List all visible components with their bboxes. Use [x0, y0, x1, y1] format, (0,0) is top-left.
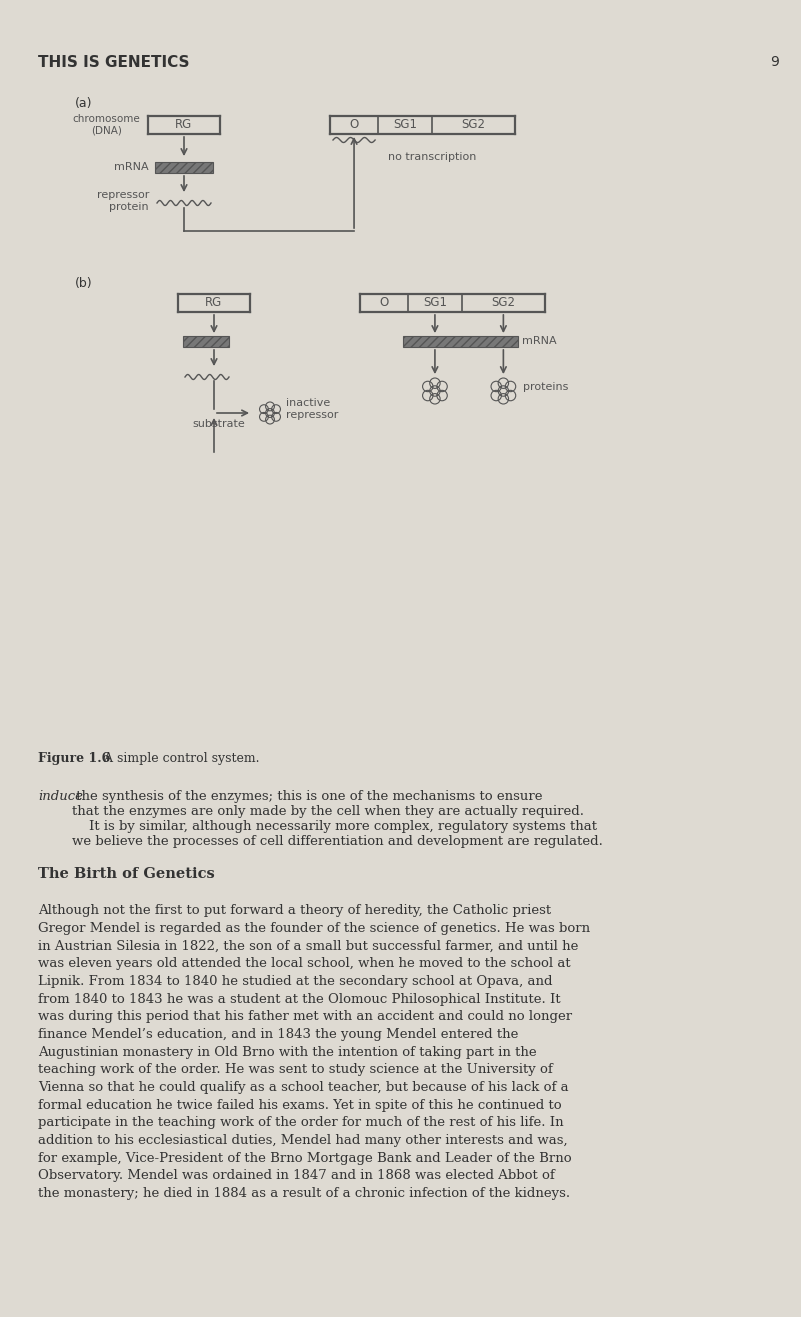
Text: SG2: SG2 — [461, 119, 485, 132]
Text: SG1: SG1 — [423, 296, 447, 309]
Text: (a): (a) — [75, 97, 92, 111]
Text: mRNA: mRNA — [115, 162, 149, 173]
Text: proteins: proteins — [523, 382, 569, 392]
Text: substrate: substrate — [192, 419, 245, 429]
Text: O: O — [380, 296, 388, 309]
Text: (b): (b) — [75, 277, 93, 290]
Text: SG2: SG2 — [491, 296, 515, 309]
Bar — [155, 162, 213, 173]
Text: THIS IS GENETICS: THIS IS GENETICS — [38, 55, 190, 70]
Text: repressor
protein: repressor protein — [97, 190, 149, 212]
Bar — [183, 336, 229, 346]
Text: the synthesis of the enzymes; this is one of the mechanisms to ensure
that the e: the synthesis of the enzymes; this is on… — [72, 790, 603, 848]
Text: 9: 9 — [770, 55, 779, 68]
Text: RG: RG — [205, 296, 223, 309]
Text: chromosome
(DNA): chromosome (DNA) — [72, 115, 140, 136]
Text: mRNA: mRNA — [522, 337, 557, 346]
Text: RG: RG — [175, 119, 192, 132]
Text: inactive
repressor: inactive repressor — [286, 398, 338, 420]
Text: Figure 1.6: Figure 1.6 — [38, 752, 111, 765]
Bar — [403, 336, 518, 346]
Text: O: O — [349, 119, 359, 132]
Text: no transcription: no transcription — [388, 151, 477, 162]
Text: The Birth of Genetics: The Birth of Genetics — [38, 867, 215, 881]
Text: SG1: SG1 — [393, 119, 417, 132]
Text: Although not the first to put forward a theory of heredity, the Catholic priest
: Although not the first to put forward a … — [38, 903, 590, 1200]
Text: induce: induce — [38, 790, 83, 803]
Text: A simple control system.: A simple control system. — [96, 752, 260, 765]
